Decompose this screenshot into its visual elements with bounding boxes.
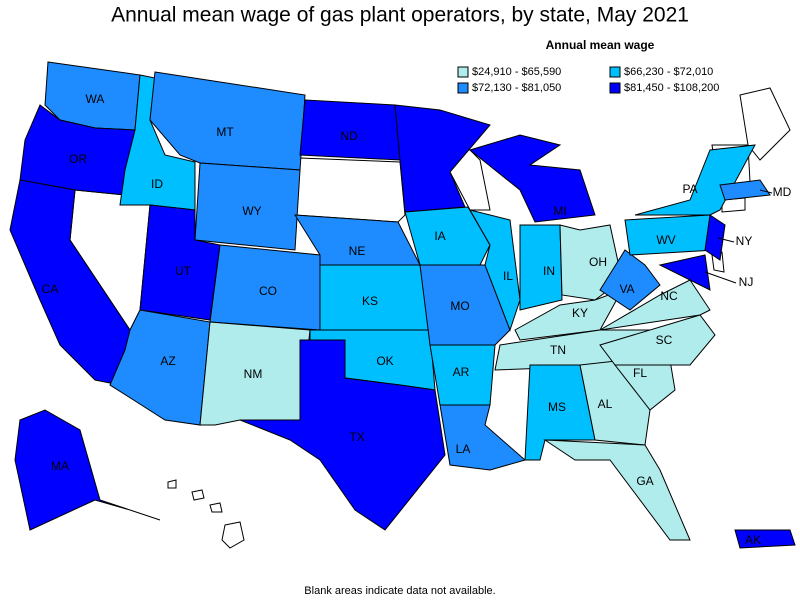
state-label: MO	[450, 299, 469, 313]
leader-line	[717, 237, 735, 243]
state-shape	[149, 71, 306, 171]
state-label: IL	[503, 269, 513, 283]
map-title: Annual mean wage of gas plant operators,…	[111, 4, 689, 27]
legend-title: Annual mean wage	[546, 38, 655, 52]
state-label: NY	[736, 234, 753, 248]
state-label: IN	[543, 264, 555, 278]
state-label: NJ	[739, 275, 754, 289]
state-label: PA	[682, 182, 697, 196]
state-shape	[599, 249, 661, 311]
state-shape	[191, 489, 205, 501]
state-label: OK	[376, 354, 393, 368]
state-shape	[439, 404, 527, 471]
state-label: LA	[456, 442, 471, 456]
state-label: VA	[619, 282, 634, 296]
state-label: CO	[259, 284, 277, 298]
state-label: KY	[572, 306, 588, 320]
state-label: IA	[434, 229, 445, 243]
leader-line	[704, 271, 737, 284]
state-shape	[209, 502, 223, 513]
state-shape	[404, 206, 491, 266]
state-label: OR	[69, 152, 87, 166]
legend: $24,910 - $65,590 $66,230 - $72,010 $72,13…	[457, 66, 719, 94]
state-shape	[739, 87, 791, 161]
state-shape	[194, 162, 301, 251]
state-label: AK	[745, 533, 761, 547]
legend-label: $24,910 - $65,590	[472, 66, 561, 78]
state-label: TX	[349, 430, 364, 444]
state-label: MS	[548, 400, 566, 414]
state-shape	[468, 209, 521, 332]
state-label: SC	[656, 333, 673, 347]
state-label: ND	[340, 129, 358, 143]
state-label: ID	[151, 177, 163, 191]
state-label: WA	[86, 92, 105, 106]
state-label: MA	[51, 459, 69, 473]
state-shape	[719, 179, 771, 201]
legend-swatch	[457, 66, 469, 78]
state-shape	[599, 279, 711, 331]
legend-swatch	[609, 82, 621, 94]
state-shape	[221, 521, 245, 549]
state-shape	[394, 104, 491, 213]
state-label: MD	[773, 185, 792, 199]
state-label: WY	[242, 204, 261, 218]
state-shape	[9, 179, 131, 386]
state-shape	[599, 314, 716, 366]
state-label: CA	[42, 282, 59, 296]
state-label: MT	[216, 125, 234, 139]
state-label: AL	[598, 397, 613, 411]
legend-swatch	[457, 82, 469, 94]
state-shape	[468, 134, 596, 223]
legend-swatch	[609, 66, 621, 78]
state-label: NM	[244, 367, 263, 381]
footnote: Blank areas indicate data not available.	[304, 585, 495, 597]
state-label: MI	[553, 204, 566, 218]
state-label: KS	[362, 294, 378, 308]
state-label: NC	[660, 289, 678, 303]
states: WAORCAIDMTWYUTCOAZNMNDNEKSOKTXMNIAMOARLA…	[9, 61, 796, 549]
state-shape	[543, 439, 691, 541]
state-shape	[14, 409, 161, 531]
state-shape	[294, 157, 406, 223]
state-label: TN	[550, 343, 566, 357]
state-shape	[167, 479, 177, 489]
state-label: FL	[633, 366, 647, 380]
state-shape	[734, 529, 796, 549]
state-shape	[519, 224, 563, 311]
legend-label: $81,450 - $108,200	[624, 82, 719, 94]
state-shape	[419, 264, 511, 346]
state-label: AR	[453, 365, 470, 379]
state-label: NE	[349, 244, 366, 258]
state-label: OH	[589, 255, 607, 269]
leader-line	[759, 189, 773, 194]
legend-label: $72,130 - $81,050	[472, 82, 561, 94]
state-shape	[239, 339, 446, 531]
state-label: AZ	[160, 354, 175, 368]
state-label: UT	[175, 264, 192, 278]
state-label: GA	[636, 474, 653, 488]
legend-label: $66,230 - $72,010	[624, 66, 713, 78]
state-label: WV	[656, 233, 675, 247]
state-shape	[704, 214, 726, 261]
